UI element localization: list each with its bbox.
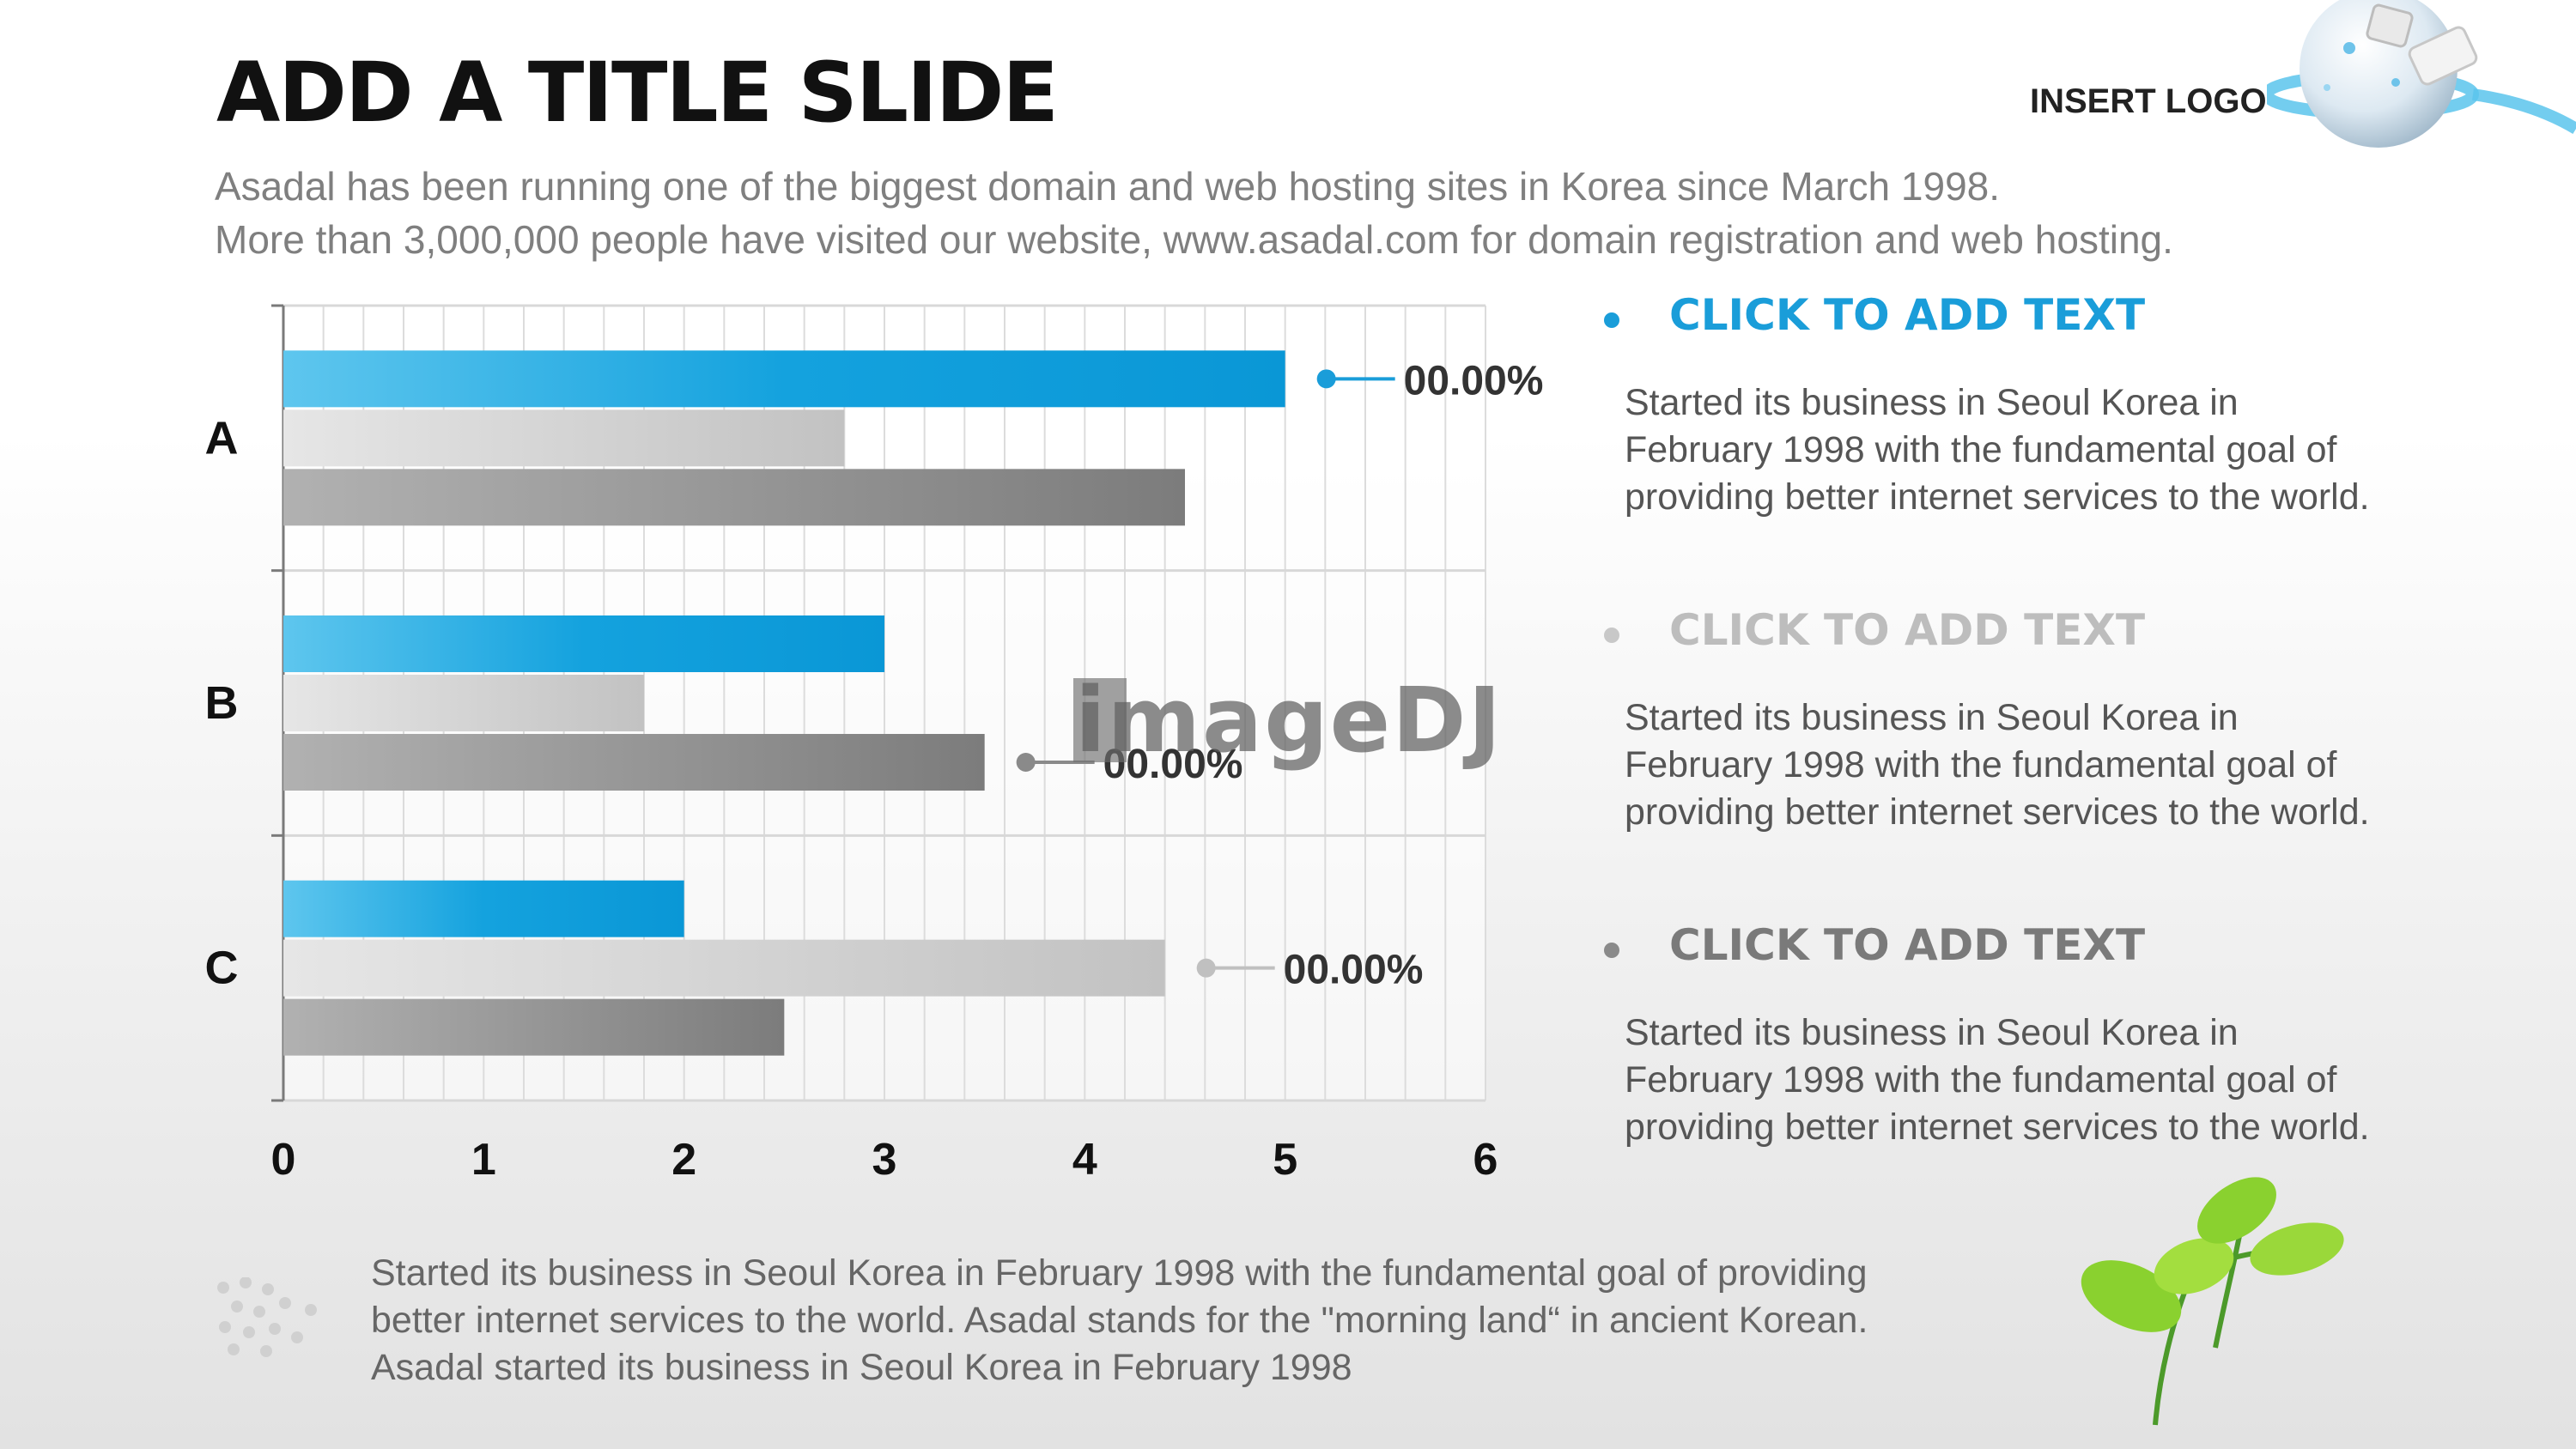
bullet-icon (1604, 943, 1619, 958)
globe-icon (2267, 0, 2576, 148)
bar (283, 675, 644, 731)
item-body[interactable]: Started its business in Seoul Korea in F… (1625, 382, 2370, 518)
slide-title: ADD A TITLE SLIDE (216, 45, 1059, 141)
bar (283, 350, 1285, 408)
watermark-box (1073, 678, 1127, 762)
category-label: A (205, 412, 239, 464)
bar (283, 998, 785, 1056)
dots-icon (217, 1277, 317, 1357)
subtitle-line: More than 3,000,000 people have visited … (215, 217, 2173, 262)
text-column: CLICK TO ADD TEXT Started its business i… (1597, 290, 2370, 1235)
x-tick-label: 2 (671, 1135, 696, 1185)
category-label: C (205, 943, 239, 994)
sprout-icon (2081, 1177, 2344, 1426)
bar (283, 615, 884, 672)
x-tick-label: 1 (471, 1135, 496, 1185)
item-body[interactable]: Started its business in Seoul Korea in F… (1625, 697, 2370, 833)
subtitle: Asadal has been running one of the bigge… (215, 160, 2413, 266)
logo-placeholder[interactable]: INSERT LOGO (2030, 82, 2267, 120)
item-heading[interactable]: CLICK TO ADD TEXT (1669, 290, 2146, 340)
bar (283, 939, 1165, 997)
x-tick-label: 5 (1273, 1135, 1297, 1185)
item-body[interactable]: Started its business in Seoul Korea in F… (1625, 1012, 2370, 1148)
bullet-icon (1604, 312, 1619, 328)
footer-line: better internet services to the world. A… (371, 1300, 1868, 1341)
text-item[interactable]: CLICK TO ADD TEXT Started its business i… (1597, 290, 2370, 605)
category-label: B (205, 677, 239, 729)
bar (283, 409, 845, 467)
x-tick-label: 0 (271, 1135, 296, 1185)
footer-text: Started its business in Seoul Korea in F… (371, 1250, 2080, 1391)
data-label: 00.00% (1284, 948, 1424, 993)
text-item[interactable]: CLICK TO ADD TEXT Started its business i… (1597, 920, 2370, 1235)
x-tick-label: 4 (1072, 1135, 1097, 1185)
data-label: 00.00% (1404, 358, 1544, 403)
bar (283, 469, 1185, 526)
item-heading[interactable]: CLICK TO ADD TEXT (1669, 605, 2146, 655)
watermark: imageDJ (1075, 668, 1504, 773)
footer-line: Asadal started its business in Seoul Kor… (371, 1347, 1352, 1388)
x-tick-label: 6 (1473, 1135, 1498, 1185)
bar (283, 880, 684, 937)
x-tick-label: 3 (872, 1135, 897, 1185)
bar (283, 734, 985, 791)
bullet-icon (1604, 627, 1619, 643)
subtitle-line: Asadal has been running one of the bigge… (215, 164, 2001, 209)
item-heading[interactable]: CLICK TO ADD TEXT (1669, 920, 2146, 970)
footer-line: Started its business in Seoul Korea in F… (371, 1252, 1868, 1294)
text-item[interactable]: CLICK TO ADD TEXT Started its business i… (1597, 605, 2370, 920)
